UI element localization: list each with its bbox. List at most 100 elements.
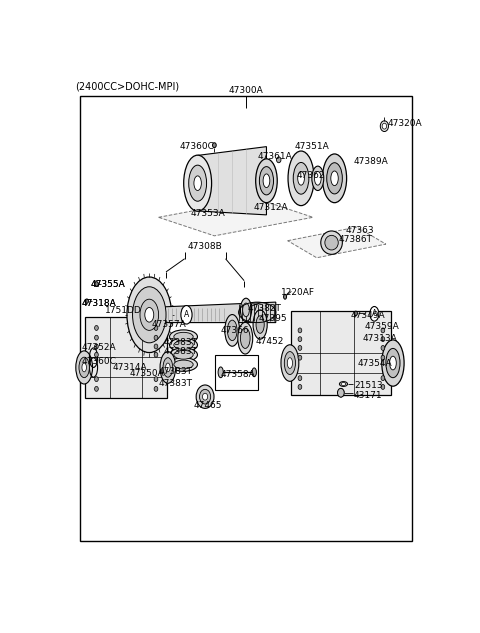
Ellipse shape [203, 393, 208, 400]
Bar [216, 355, 258, 391]
Text: 47358A: 47358A [221, 370, 255, 379]
Ellipse shape [281, 345, 299, 381]
Ellipse shape [154, 377, 158, 382]
Ellipse shape [213, 142, 216, 147]
Ellipse shape [381, 337, 385, 342]
Text: (2400CC>DOHC-MPI): (2400CC>DOHC-MPI) [75, 82, 179, 92]
Text: 47360C: 47360C [180, 142, 215, 151]
Ellipse shape [174, 332, 193, 341]
Text: 47312A: 47312A [253, 203, 288, 212]
Ellipse shape [390, 356, 396, 370]
Ellipse shape [82, 363, 86, 372]
Text: 47360C: 47360C [81, 356, 116, 366]
Ellipse shape [331, 171, 338, 185]
Text: 47389A: 47389A [354, 157, 389, 166]
Ellipse shape [218, 367, 223, 378]
Ellipse shape [323, 154, 347, 203]
Text: 47318A: 47318A [81, 299, 116, 308]
Ellipse shape [341, 382, 346, 385]
Text: 47320A: 47320A [387, 119, 422, 128]
Text: 47383T: 47383T [163, 338, 197, 347]
Ellipse shape [200, 389, 211, 404]
Ellipse shape [95, 335, 98, 340]
Text: 47452: 47452 [255, 337, 284, 346]
Ellipse shape [127, 277, 172, 353]
Ellipse shape [174, 351, 193, 359]
Ellipse shape [240, 298, 252, 322]
Text: 47383T: 47383T [158, 379, 192, 387]
Ellipse shape [288, 358, 292, 368]
Ellipse shape [381, 376, 385, 380]
Ellipse shape [163, 358, 173, 377]
Ellipse shape [314, 172, 321, 185]
Ellipse shape [76, 351, 93, 384]
Text: A: A [372, 310, 377, 318]
Text: 47386T: 47386T [338, 235, 372, 244]
Bar [81, 96, 411, 541]
Ellipse shape [298, 172, 304, 185]
Text: 47382T: 47382T [247, 304, 281, 313]
Ellipse shape [337, 389, 344, 397]
Text: 47366: 47366 [221, 326, 249, 335]
Text: 47350A: 47350A [130, 369, 165, 378]
Text: 47361A: 47361A [257, 152, 292, 161]
Text: 47357A: 47357A [151, 320, 186, 329]
Ellipse shape [380, 121, 388, 132]
Ellipse shape [154, 344, 158, 349]
Ellipse shape [132, 287, 166, 343]
Ellipse shape [140, 299, 158, 330]
Text: 1751DD: 1751DD [105, 306, 142, 315]
Ellipse shape [298, 328, 302, 333]
Text: 47318A: 47318A [81, 299, 116, 308]
Ellipse shape [79, 357, 89, 378]
Ellipse shape [95, 344, 98, 349]
Ellipse shape [293, 163, 309, 194]
Text: 47314A: 47314A [112, 363, 147, 372]
Ellipse shape [288, 151, 314, 206]
Ellipse shape [386, 348, 400, 378]
Ellipse shape [256, 159, 277, 203]
Ellipse shape [354, 311, 358, 315]
Ellipse shape [256, 316, 264, 334]
Text: A: A [184, 310, 189, 319]
Polygon shape [288, 227, 386, 258]
Bar [291, 311, 391, 395]
Polygon shape [198, 147, 266, 215]
Ellipse shape [382, 123, 386, 129]
Text: 47363: 47363 [346, 226, 374, 235]
Ellipse shape [298, 355, 302, 360]
Ellipse shape [325, 235, 338, 250]
Ellipse shape [240, 328, 250, 348]
Ellipse shape [284, 294, 287, 299]
Ellipse shape [381, 346, 385, 351]
Text: 47383T: 47383T [163, 347, 197, 356]
Text: 47383T: 47383T [158, 367, 192, 376]
Ellipse shape [194, 176, 202, 191]
Ellipse shape [382, 340, 404, 386]
Ellipse shape [169, 330, 197, 344]
Polygon shape [160, 302, 276, 323]
Ellipse shape [370, 306, 379, 321]
Ellipse shape [145, 308, 154, 322]
Ellipse shape [225, 315, 240, 346]
Text: 47465: 47465 [194, 401, 222, 410]
Text: 43171: 43171 [354, 391, 383, 399]
Text: 47313A: 47313A [362, 334, 397, 342]
Ellipse shape [154, 353, 158, 357]
Ellipse shape [196, 385, 214, 408]
Text: 47308B: 47308B [188, 242, 222, 251]
Text: 1220AF: 1220AF [281, 289, 315, 298]
Ellipse shape [169, 358, 197, 372]
Ellipse shape [381, 355, 385, 360]
Text: 47395: 47395 [259, 314, 288, 323]
Ellipse shape [321, 231, 342, 254]
Ellipse shape [95, 282, 98, 287]
Ellipse shape [298, 346, 302, 351]
Text: 47354A: 47354A [358, 359, 392, 368]
Text: 47300A: 47300A [228, 87, 264, 96]
Ellipse shape [95, 325, 98, 330]
Ellipse shape [95, 386, 98, 391]
Ellipse shape [228, 320, 237, 341]
Ellipse shape [381, 328, 385, 333]
Text: 47355A: 47355A [91, 280, 125, 289]
